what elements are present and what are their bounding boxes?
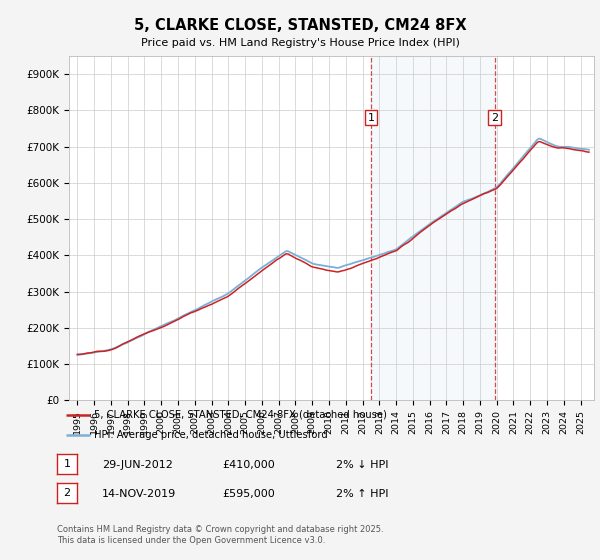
Text: HPI: Average price, detached house, Uttlesford: HPI: Average price, detached house, Uttl… [94,430,328,440]
Text: 2% ↓ HPI: 2% ↓ HPI [336,460,389,470]
Text: £595,000: £595,000 [222,489,275,499]
Text: 5, CLARKE CLOSE, STANSTED, CM24 8FX (detached house): 5, CLARKE CLOSE, STANSTED, CM24 8FX (det… [94,409,387,419]
Text: Contains HM Land Registry data © Crown copyright and database right 2025.
This d: Contains HM Land Registry data © Crown c… [57,525,383,545]
Text: 29-JUN-2012: 29-JUN-2012 [102,460,173,470]
Text: 2% ↑ HPI: 2% ↑ HPI [336,489,389,499]
Text: 2: 2 [64,488,70,498]
Text: £410,000: £410,000 [222,460,275,470]
Text: 14-NOV-2019: 14-NOV-2019 [102,489,176,499]
Text: 5, CLARKE CLOSE, STANSTED, CM24 8FX: 5, CLARKE CLOSE, STANSTED, CM24 8FX [134,18,466,33]
Text: 1: 1 [64,459,70,469]
Text: 1: 1 [367,113,374,123]
Text: Price paid vs. HM Land Registry's House Price Index (HPI): Price paid vs. HM Land Registry's House … [140,38,460,48]
Text: 2: 2 [491,113,498,123]
Bar [371,56,494,400]
